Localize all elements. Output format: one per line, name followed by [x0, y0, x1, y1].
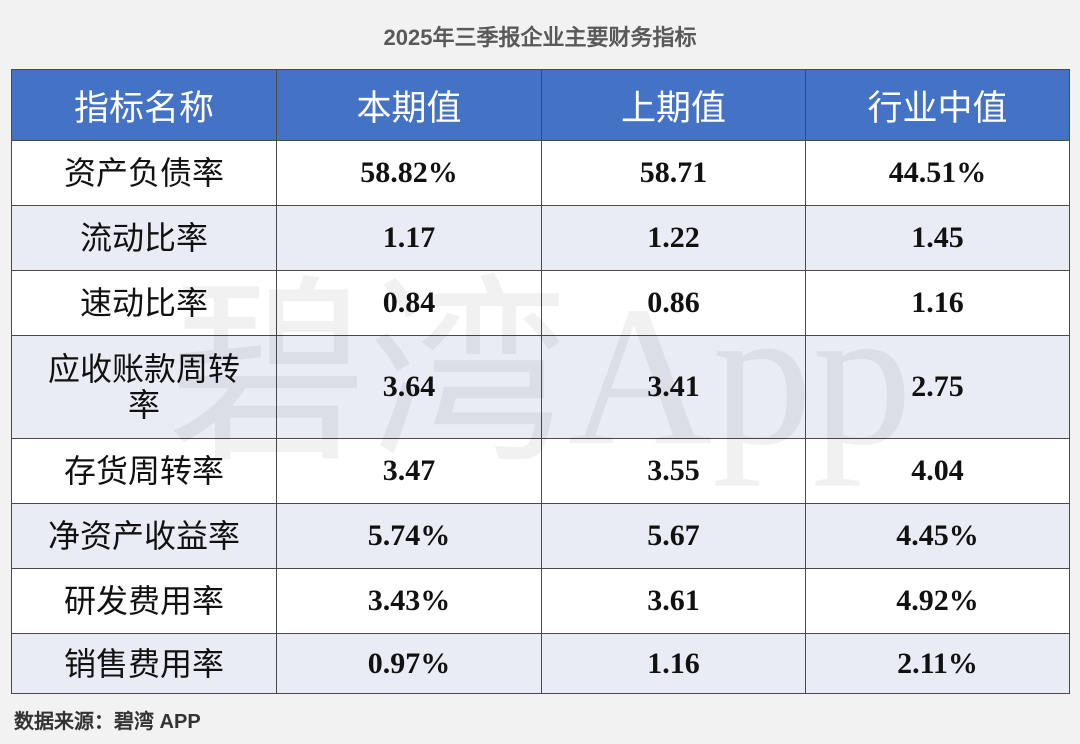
current-value: 3.43% [276, 568, 542, 634]
table-row: 速动比率 0.84 0.86 1.16 [11, 270, 1070, 336]
industry-median-value: 1.45 [805, 205, 1070, 271]
industry-median-value: 4.04 [805, 438, 1070, 504]
indicator-name: 资产负债率 [63, 155, 224, 191]
industry-median-value: 44.51% [805, 140, 1070, 206]
previous-value: 58.71 [541, 140, 806, 206]
current-value: 58.82% [276, 140, 542, 206]
table-row: 存货周转率 3.47 3.55 4.04 [11, 438, 1070, 504]
indicator-name-cell: 流动比率 [11, 205, 277, 271]
indicator-name: 存货周转率 [63, 453, 224, 489]
column-header-current: 本期值 [276, 69, 542, 141]
indicator-name-cell: 净资产收益率 [11, 503, 277, 569]
industry-median-value: 1.16 [805, 270, 1070, 336]
previous-value: 3.61 [541, 568, 806, 634]
indicator-name-cell: 应收账款周转率 [11, 335, 277, 439]
table-body: 资产负债率 58.82% 58.71 44.51% 流动比率 1.17 1.22 1.45 速动… [11, 140, 1070, 694]
previous-value: 3.41 [541, 335, 806, 439]
header-row: 指标名称 本期值 上期值 行业中值 [11, 69, 1070, 141]
table-row: 流动比率 1.17 1.22 1.45 [11, 205, 1070, 271]
current-value: 5.74% [276, 503, 542, 569]
previous-value: 5.67 [541, 503, 806, 569]
indicator-name-cell: 研发费用率 [11, 568, 277, 634]
current-value: 3.47 [276, 438, 542, 504]
previous-value: 1.16 [541, 633, 806, 694]
indicator-name-cell: 销售费用率 [11, 633, 277, 694]
indicator-name: 速动比率 [79, 285, 208, 321]
indicator-name: 研发费用率 [63, 583, 224, 619]
table-row: 应收账款周转率 3.64 3.41 2.75 [11, 335, 1070, 439]
previous-value: 3.55 [541, 438, 806, 504]
industry-median-value: 4.92% [805, 568, 1070, 634]
indicator-name: 流动比率 [79, 220, 208, 256]
indicator-name-cell: 存货周转率 [11, 438, 277, 504]
financial-indicators-table: 指标名称 本期值 上期值 行业中值 资产负债率 58.82% 58.71 44.51%… [11, 69, 1070, 694]
current-value: 0.84 [276, 270, 542, 336]
current-value: 0.97% [276, 633, 542, 694]
current-value: 3.64 [276, 335, 542, 439]
indicator-name-cell: 资产负债率 [11, 140, 277, 206]
indicator-name: 净资产收益率 [47, 518, 240, 554]
indicator-name: 应收账款周转率 [47, 351, 240, 423]
industry-median-value: 4.45% [805, 503, 1070, 569]
indicator-name-cell: 速动比率 [11, 270, 277, 336]
current-value: 1.17 [276, 205, 542, 271]
column-header-indicator: 指标名称 [11, 69, 277, 141]
table-row: 净资产收益率 5.74% 5.67 4.45% [11, 503, 1070, 569]
table-row: 研发费用率 3.43% 3.61 4.92% [11, 568, 1070, 634]
table-row: 销售费用率 0.97% 1.16 2.11% [11, 633, 1070, 694]
industry-median-value: 2.75 [805, 335, 1070, 439]
table-row: 资产负债率 58.82% 58.71 44.51% [11, 140, 1070, 206]
previous-value: 1.22 [541, 205, 806, 271]
previous-value: 0.86 [541, 270, 806, 336]
indicator-name: 销售费用率 [63, 645, 224, 682]
column-header-industry-median: 行业中值 [805, 69, 1070, 141]
table-title: 2025年三季报企业主要财务指标 [383, 25, 697, 50]
data-source-note: 数据来源：碧湾 APP [14, 711, 201, 733]
industry-median-value: 2.11% [805, 633, 1070, 694]
column-header-previous: 上期值 [541, 69, 806, 141]
